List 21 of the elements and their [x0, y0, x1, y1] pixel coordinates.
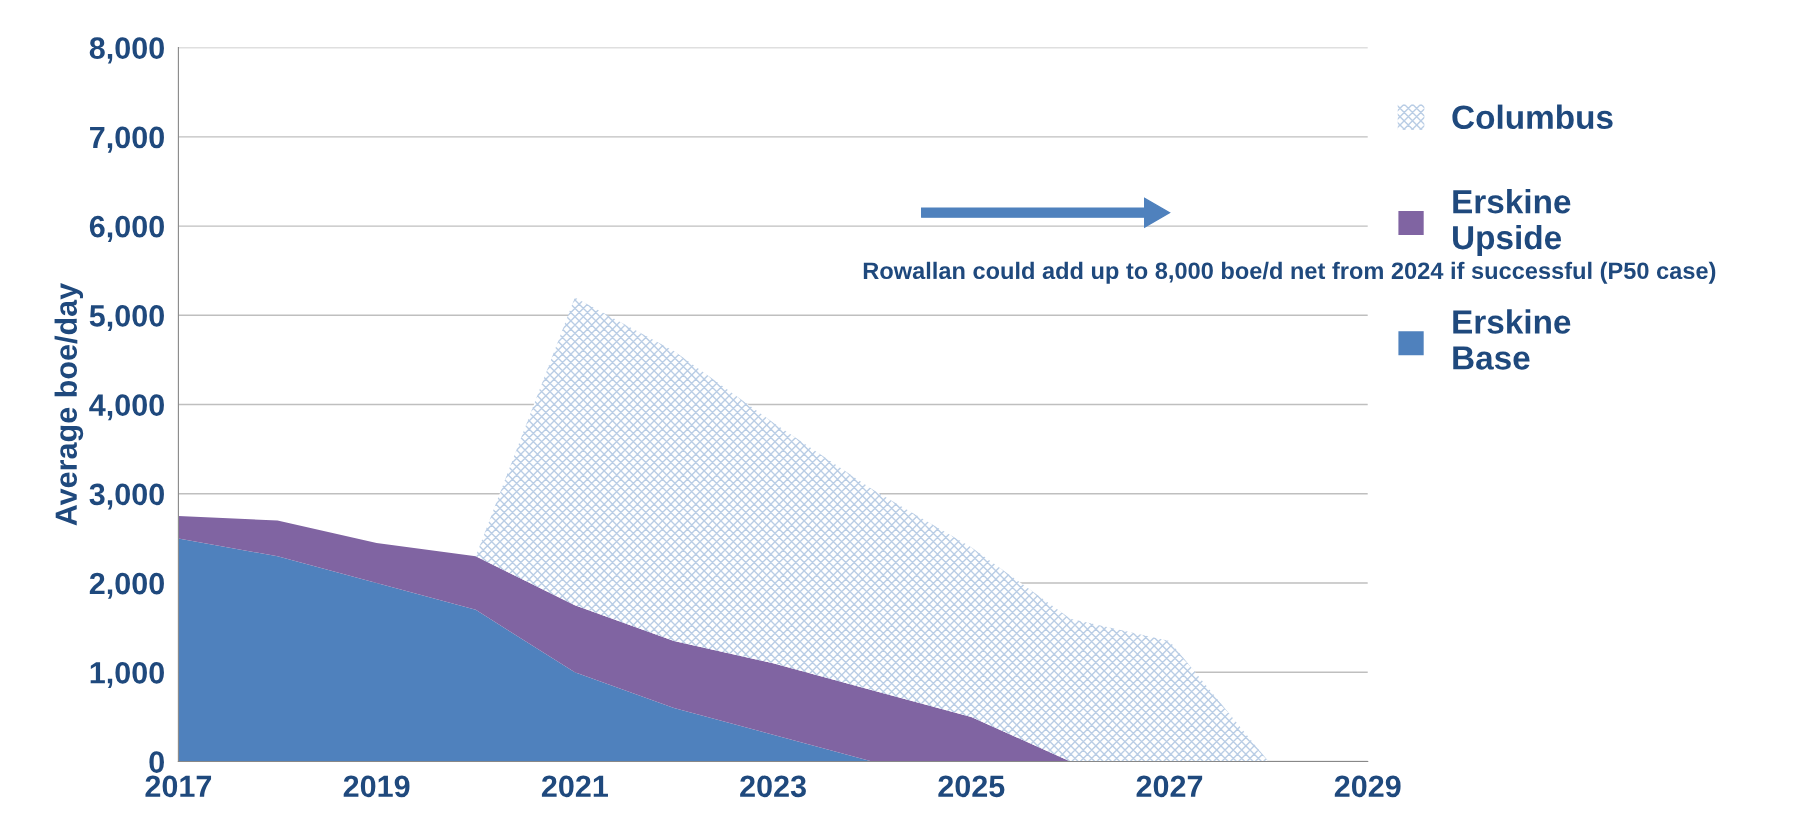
- y-tick-label: 2,000: [89, 572, 164, 599]
- y-tick-label: 7,000: [90, 126, 164, 153]
- x-tick-label: 2017: [145, 775, 212, 798]
- y-tick-label: 4,000: [89, 394, 164, 421]
- x-tick-label: 2025: [938, 775, 1005, 798]
- annotation: Rowallan could add up to 8,000 boe/d net from 2024 if successful (P50 case): [863, 261, 1716, 284]
- x-tick-label: 2023: [740, 775, 806, 798]
- y-tick-label: 1,000: [90, 662, 164, 689]
- x-tick-label: 2029: [1334, 775, 1401, 798]
- x-tick-label: 2021: [541, 775, 608, 798]
- y-axis-title: Average boe/day: [54, 283, 84, 526]
- y-tick-label: 8,000: [89, 37, 164, 64]
- legend-label: Columbus: [1452, 104, 1613, 130]
- legend-label: Erskine Base: [1453, 309, 1571, 370]
- y-tick-label: 0: [149, 751, 164, 773]
- y-tick-label: 3,000: [89, 483, 164, 510]
- x-tick-label: 2027: [1136, 775, 1203, 798]
- x-tick-label: 2019: [343, 775, 410, 798]
- legend-label: Erskine Upside: [1453, 189, 1571, 256]
- y-tick-label: 6,000: [89, 215, 164, 242]
- y-tick-label: 5,000: [89, 305, 164, 332]
